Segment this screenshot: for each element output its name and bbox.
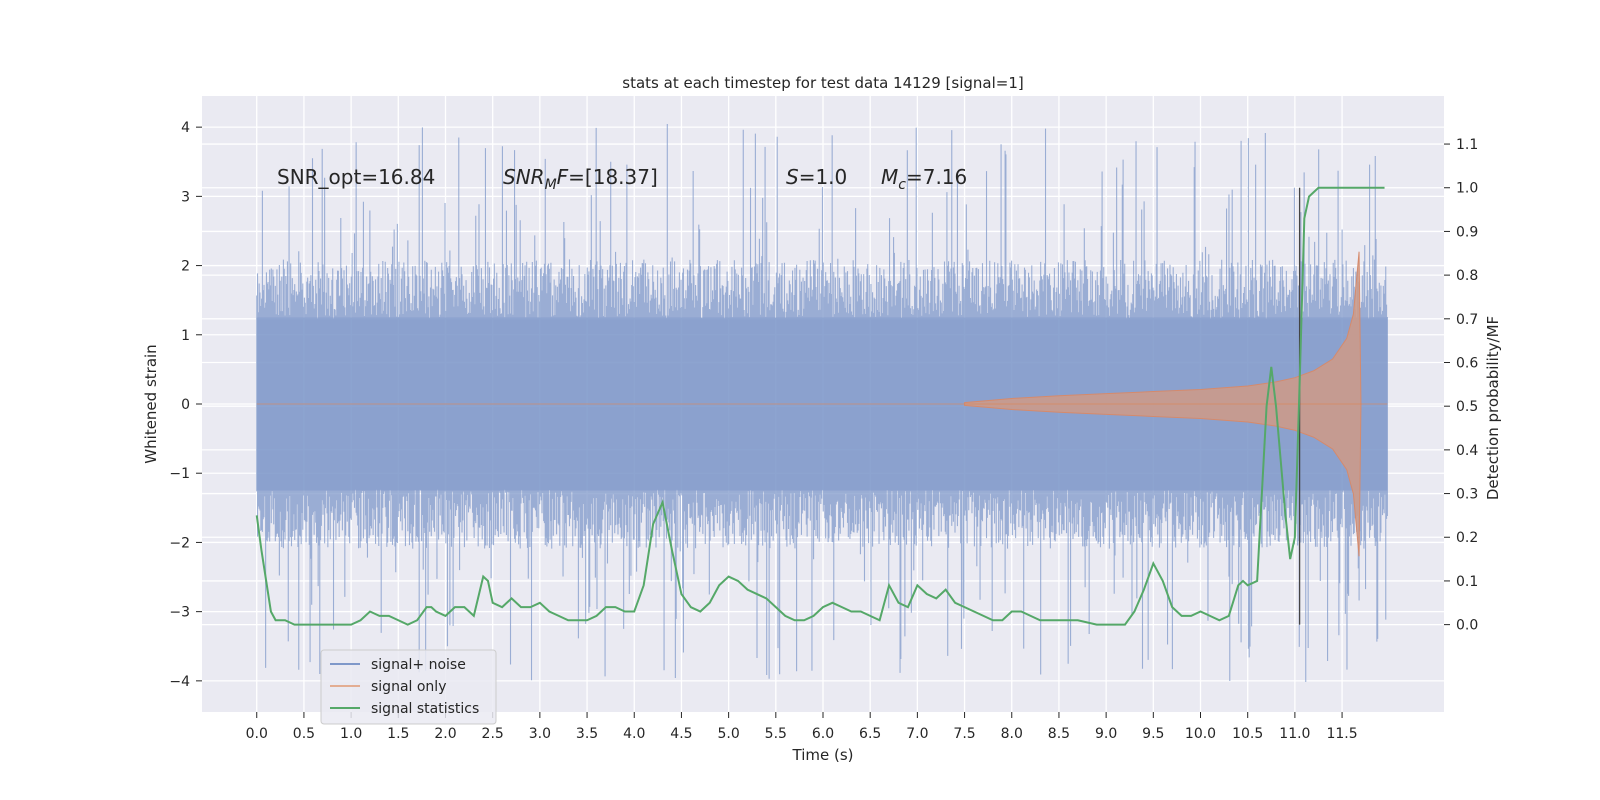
legend: signal+ noise signal only signal statist… <box>320 649 497 725</box>
signal-statistics-line <box>255 186 1385 626</box>
y-right-tick-label: 0.4 <box>1456 443 1478 459</box>
y-right-tick-label: 1.1 <box>1456 137 1478 153</box>
y-right-tick-label: 0.5 <box>1456 399 1478 415</box>
x-tick-label: 0.0 <box>246 726 268 742</box>
annotation-s-value: =1.0 <box>799 165 848 189</box>
x-tick-label: 10.0 <box>1185 726 1216 742</box>
y-axis-right-label: Detection probability/MF <box>1484 316 1502 500</box>
x-tick-label: 2.5 <box>482 726 504 742</box>
x-tick-label: 5.0 <box>717 726 739 742</box>
x-tick-label: 11.5 <box>1326 726 1357 742</box>
x-tick-label: 4.5 <box>670 726 692 742</box>
y-tick-label: 1 <box>181 328 190 344</box>
y-tick-label: 4 <box>181 120 190 136</box>
y-right-tick-label: 0.8 <box>1456 268 1478 284</box>
y-tick-label: −3 <box>169 605 190 621</box>
legend-label-signal-statistics: signal statistics <box>371 701 479 717</box>
annotation-snr-mf-main: SNR <box>503 165 545 189</box>
y-right-tick-label: 0.9 <box>1456 224 1478 240</box>
y-right-tick-label: 0.1 <box>1456 574 1478 590</box>
x-tick-label: 1.5 <box>387 726 409 742</box>
x-tick-label: 4.0 <box>623 726 645 742</box>
annotation-mc-sub: c <box>898 177 906 193</box>
x-axis-ticks: 0.0 0.5 1.0 1.5 2.0 2.5 3.0 3.5 4.0 4.5 5.0 5.5 6.0 6… <box>246 712 1358 742</box>
x-tick-label: 3.5 <box>576 726 598 742</box>
y-tick-label: −1 <box>169 466 190 482</box>
y-right-tick-label: 0.7 <box>1456 312 1478 328</box>
x-tick-label: 5.5 <box>765 726 787 742</box>
x-tick-label: 11.0 <box>1279 726 1310 742</box>
legend-label-signal-noise: signal+ noise <box>371 657 466 673</box>
y-axis-ticks: 4 3 2 1 0 −1 −2 −3 −4 <box>169 120 202 690</box>
signal-statistics-series <box>255 186 1385 626</box>
annotation-snr-opt: SNR_opt=16.84 <box>277 165 435 189</box>
chart-title: stats at each timestep for test data 141… <box>622 74 1023 92</box>
x-tick-label: 9.0 <box>1095 726 1117 742</box>
y-right-tick-label: 0.3 <box>1456 487 1478 503</box>
y-axis-right-ticks: 1.1 1.0 0.9 0.8 0.7 0.6 0.5 0.4 0.3 0.2 0.1 0.0 <box>1444 137 1478 634</box>
x-tick-label: 7.5 <box>953 726 975 742</box>
annotation-snr-mf-sub: M <box>545 177 557 193</box>
x-tick-label: 1.0 <box>340 726 362 742</box>
annotation-mc-value: =7.16 <box>906 165 967 189</box>
y-right-tick-label: 1.0 <box>1456 181 1478 197</box>
x-tick-label: 6.5 <box>859 726 881 742</box>
x-tick-label: 10.5 <box>1232 726 1263 742</box>
y-tick-label: 2 <box>181 259 190 275</box>
y-right-tick-label: 0.2 <box>1456 530 1478 546</box>
y-right-tick-label: 0.0 <box>1456 618 1478 634</box>
x-tick-label: 6.0 <box>812 726 834 742</box>
annotation-s: S=1.0 <box>786 165 847 189</box>
x-tick-label: 7.0 <box>906 726 928 742</box>
x-axis-label: Time (s) <box>792 746 854 764</box>
y-tick-label: 3 <box>181 189 190 205</box>
annotation-snr-mf-f: F <box>557 165 569 189</box>
x-tick-label: 9.5 <box>1142 726 1164 742</box>
signal-only-series <box>256 251 1388 557</box>
y-right-tick-label: 0.6 <box>1456 355 1478 371</box>
y-axis-label: Whitened strain <box>142 344 160 463</box>
y-tick-label: 0 <box>181 397 190 413</box>
annotation-s-var: S <box>786 165 799 189</box>
x-tick-label: 3.0 <box>529 726 551 742</box>
annotation-snr-mf: SNRMF=[18.37] <box>503 165 658 193</box>
y-tick-label: −4 <box>169 674 190 690</box>
y-tick-label: −2 <box>169 535 190 551</box>
x-tick-label: 8.5 <box>1048 726 1070 742</box>
legend-box <box>320 649 497 725</box>
x-tick-label: 2.0 <box>434 726 456 742</box>
x-tick-label: 0.5 <box>293 726 315 742</box>
annotation-mc: Mc=7.16 <box>881 165 967 193</box>
legend-label-signal-only: signal only <box>371 679 446 695</box>
annotation-mc-var: M <box>881 165 898 189</box>
x-tick-label: 8.0 <box>1001 726 1023 742</box>
annotations: SNR_opt=16.84 SNRMF=[18.37] S=1.0 Mc=7.1… <box>277 165 967 193</box>
annotation-snr-mf-value: =[18.37] <box>568 165 658 189</box>
